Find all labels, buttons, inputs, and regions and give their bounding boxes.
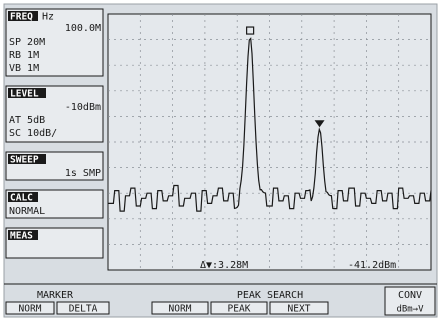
peak-next-label: NEXT [288, 304, 311, 315]
conv-title: CONV [398, 290, 422, 301]
plot-area [107, 13, 432, 271]
calc-panel[interactable]: CALC NORMAL [5, 189, 104, 219]
delta-marker-triangle-icon[interactable] [314, 120, 325, 128]
marker-norm-label: NORM [19, 304, 42, 315]
marker-delta-button[interactable] [56, 301, 110, 315]
sweep-panel[interactable]: SWEEP 1s SMP [5, 151, 104, 181]
peak-norm-label: NORM [169, 304, 192, 315]
marker-delta-freq: Δ▼:3.28M [200, 260, 248, 271]
meas-title-badge [8, 230, 38, 240]
freq-title-badge [8, 11, 38, 21]
freq-rbw: RB 1M [9, 50, 39, 61]
marker-group-title: MARKER [37, 290, 74, 301]
plot-grid [108, 14, 431, 270]
level-ref-value: -10dBm [65, 102, 101, 113]
marker-delta-label: DELTA [69, 304, 98, 315]
freq-unit: Hz [42, 12, 54, 23]
meas-title: MEAS [10, 231, 33, 242]
peak-search-group-title: PEAK SEARCH [237, 290, 303, 301]
level-scale: SC 10dB/ [9, 128, 57, 139]
sweep-title-badge [8, 154, 46, 164]
freq-title: FREQ [10, 12, 33, 23]
sweep-title: SWEEP [10, 155, 39, 166]
marker-delta-level: -41.2dBm [348, 260, 396, 271]
level-title-badge [8, 88, 46, 98]
conv-key-label: dBm→V [396, 305, 424, 315]
sweep-value: 1s SMP [65, 168, 101, 179]
freq-center-value: 100.0M [65, 23, 101, 34]
marker-norm-button[interactable] [5, 301, 55, 315]
peak-norm-button[interactable] [151, 301, 209, 315]
calc-value: NORMAL [9, 206, 45, 217]
peak-next-button[interactable] [269, 301, 329, 315]
spectrum-trace [108, 37, 432, 212]
level-panel[interactable]: LEVEL -10dBm AT 5dB SC 10dB/ [5, 85, 104, 143]
conv-button[interactable] [384, 286, 436, 316]
calc-title-badge [8, 192, 38, 202]
calc-title: CALC [10, 193, 33, 204]
softkey-bar: MARKER NORM DELTA PEAK SEARCH NORM PEAK … [4, 283, 437, 316]
freq-panel[interactable]: FREQ Hz 100.0M SP 20M RB 1M VB 1M [5, 8, 104, 77]
main-marker-square[interactable] [246, 26, 255, 35]
freq-span: SP 20M [9, 37, 45, 48]
freq-panel-frame [5, 8, 104, 77]
meas-panel[interactable]: MEAS [5, 227, 104, 259]
freq-vbw: VB 1M [9, 63, 39, 74]
peak-peak-label: PEAK [228, 304, 251, 315]
level-title: LEVEL [10, 89, 39, 100]
level-attenuation: AT 5dB [9, 115, 45, 126]
peak-peak-button[interactable] [210, 301, 268, 315]
